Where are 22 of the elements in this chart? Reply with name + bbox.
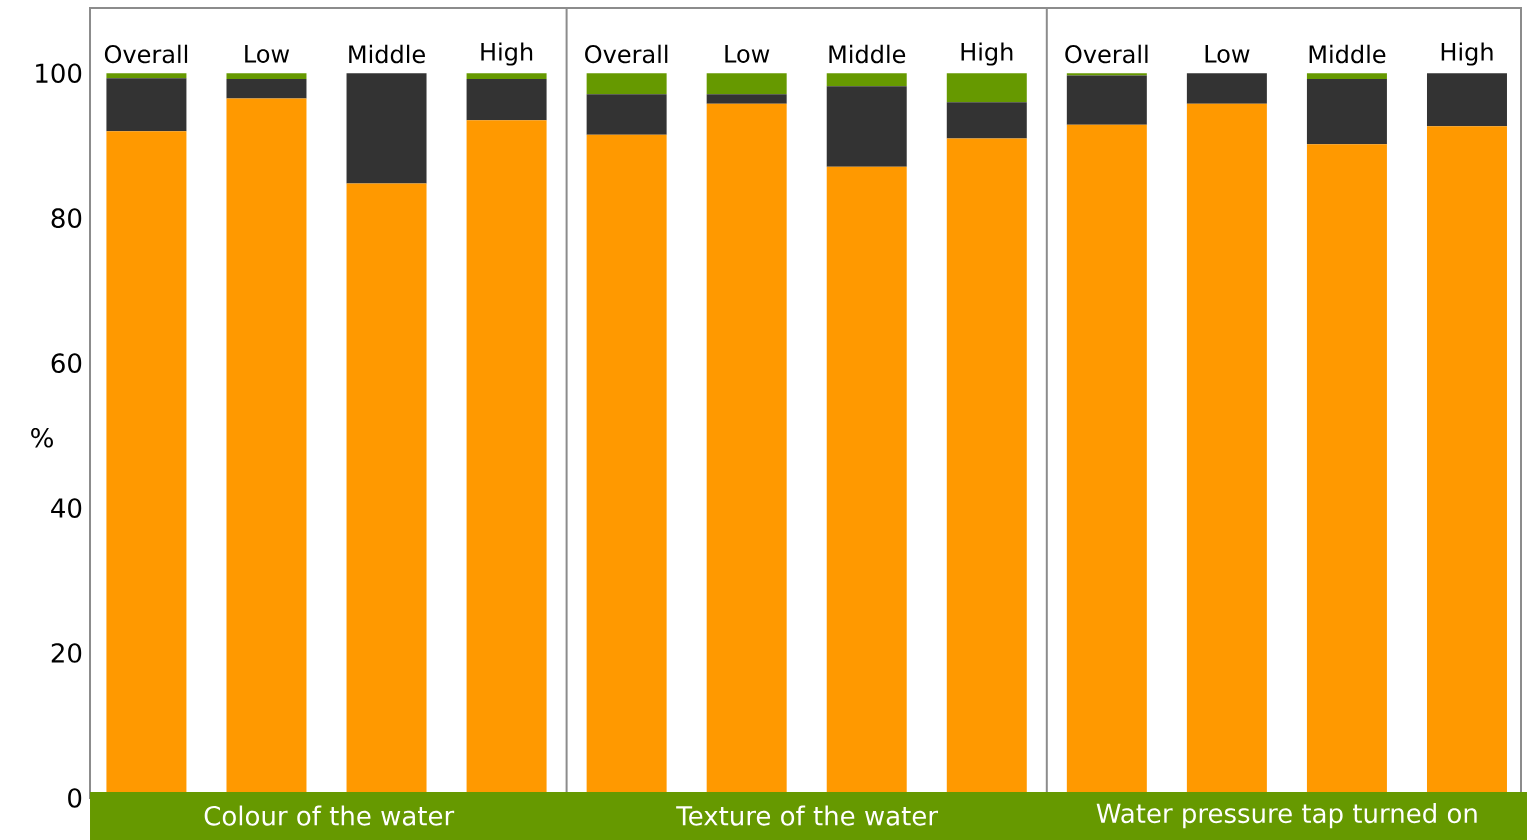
text: Water pressure tap turned on <box>1096 803 1477 829</box>
x-tick-label: Middle <box>1309 44 1386 64</box>
y-tick-label: 20 <box>51 643 82 663</box>
x-tick-label: Low <box>725 45 770 63</box>
text: Texture of the water <box>676 805 938 826</box>
y-axis-title: % <box>31 427 53 448</box>
x-tick-label: High <box>961 42 1013 66</box>
y-tick-label: 60 <box>51 353 82 373</box>
x-tick-label: Middle <box>829 44 906 64</box>
x-tick-label: High <box>1441 42 1493 66</box>
x-tick-label: Middle <box>349 44 425 64</box>
y-tick-label: 80 <box>51 208 82 229</box>
x-tick-label: Overall <box>585 44 668 64</box>
y-tick-label: 40 <box>51 498 82 518</box>
x-tick-label: Overall <box>1065 44 1148 64</box>
x-tick-label: High <box>481 42 533 66</box>
x-tick-label: Low <box>245 45 290 63</box>
y-tick-label: 0 <box>68 788 82 808</box>
x-tick-label: Low <box>1205 45 1250 63</box>
x-tick-label: Overall <box>104 44 188 64</box>
text: Colour of the water <box>204 805 455 826</box>
y-tick-label: 100 <box>36 63 82 84</box>
